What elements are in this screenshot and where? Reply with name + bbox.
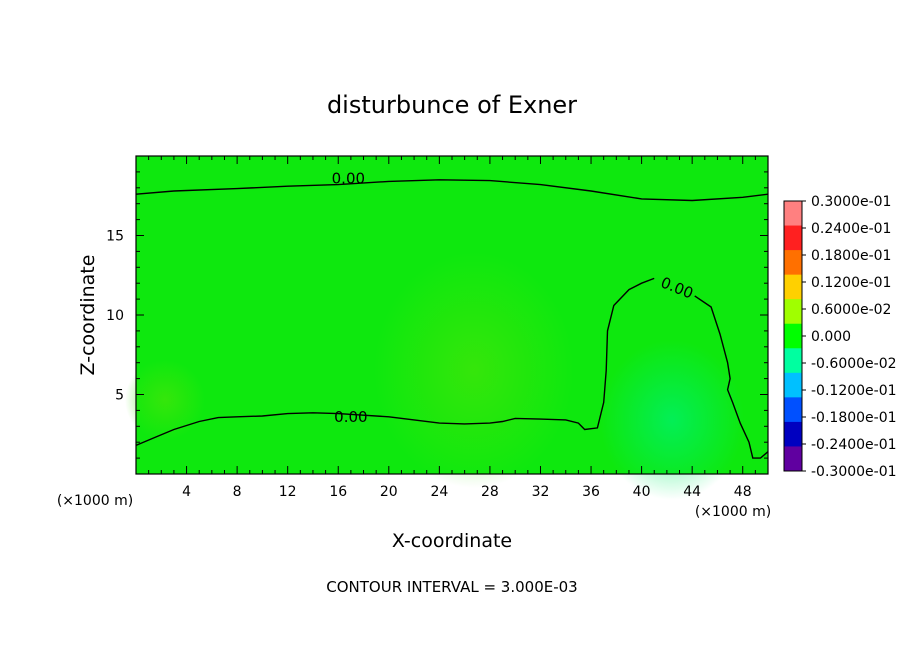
x-axis: 4 8 12 16 20 24 28 32 36 40 44 48	[148, 156, 756, 500]
contour-line-3	[694, 295, 769, 459]
field-positive-blob-left	[125, 360, 205, 440]
field-negative-blob	[600, 340, 744, 500]
y-tick-label: 10	[106, 308, 124, 324]
x-tick-label: 16	[329, 484, 347, 500]
x-tick-label: 48	[734, 484, 752, 500]
y-tick-label: 5	[115, 388, 124, 404]
colorbar-swatch	[784, 421, 802, 447]
x-tick-label: 24	[430, 484, 448, 500]
colorbar-swatch	[784, 323, 802, 349]
x-tick-label: 36	[582, 484, 600, 500]
x-tick-label: 8	[233, 484, 242, 500]
field-positive-blob	[374, 252, 574, 488]
colorbar-label: 0.000	[811, 329, 851, 345]
colorbar-label: 0.6000e-02	[811, 302, 891, 318]
colorbar-swatch	[784, 372, 802, 398]
contour-interval-footer: CONTOUR INTERVAL = 3.000E-03	[326, 578, 577, 596]
colorbar-label: 0.1800e-01	[811, 248, 891, 264]
x-tick-label: 20	[380, 484, 398, 500]
x-tick-label: 28	[481, 484, 499, 500]
colorbar-swatch	[784, 299, 802, 325]
colorbar-label: -0.6000e-02	[811, 356, 897, 372]
colorbar-swatch	[784, 446, 802, 472]
chart-title: disturbunce of Exner	[327, 91, 577, 119]
x-tick-label: 44	[683, 484, 701, 500]
contour-line-2	[135, 277, 655, 447]
colorbar-label: 0.2400e-01	[811, 221, 891, 237]
colorbar-label: -0.3000e-01	[811, 464, 897, 480]
contour-label-2: 0.00	[334, 408, 367, 426]
plot-area: 0.000.000.00 4 8 12 16 20 24 28 32 36 40 44 48 5101…	[106, 155, 769, 500]
colorbar: 0.3000e-01 0.2400e-01 0.1800e-01 0.1200e-01…	[783, 194, 897, 480]
contour-line-1	[135, 179, 769, 202]
x-tick-label: 32	[532, 484, 550, 500]
colorbar-swatch	[784, 201, 802, 227]
y-axis: 5 10 15	[106, 171, 768, 459]
colorbar-swatch	[784, 348, 802, 374]
colorbar-swatch	[784, 225, 802, 251]
x-tick-label: 12	[279, 484, 297, 500]
colorbar-swatch	[784, 274, 802, 300]
x-axis-label: X-coordinate	[392, 530, 512, 552]
colorbar-label: -0.1800e-01	[811, 410, 897, 426]
x-tick-label: 4	[182, 484, 191, 500]
colorbar-swatch	[784, 250, 802, 276]
x-units-left: (×1000 m)	[57, 493, 133, 509]
colorbar-label: 0.3000e-01	[811, 194, 891, 210]
colorbar-label: 0.1200e-01	[811, 275, 891, 291]
colorbar-label: -0.1200e-01	[811, 383, 897, 399]
y-tick-label: 15	[106, 229, 124, 245]
y-axis-label: Z-coordinate	[77, 255, 99, 376]
x-units-right: (×1000 m)	[695, 504, 771, 520]
x-tick-label: 40	[633, 484, 651, 500]
colorbar-label: -0.2400e-01	[811, 437, 897, 453]
contour-label-1: 0.00	[332, 169, 365, 187]
colorbar-swatch	[784, 397, 802, 423]
